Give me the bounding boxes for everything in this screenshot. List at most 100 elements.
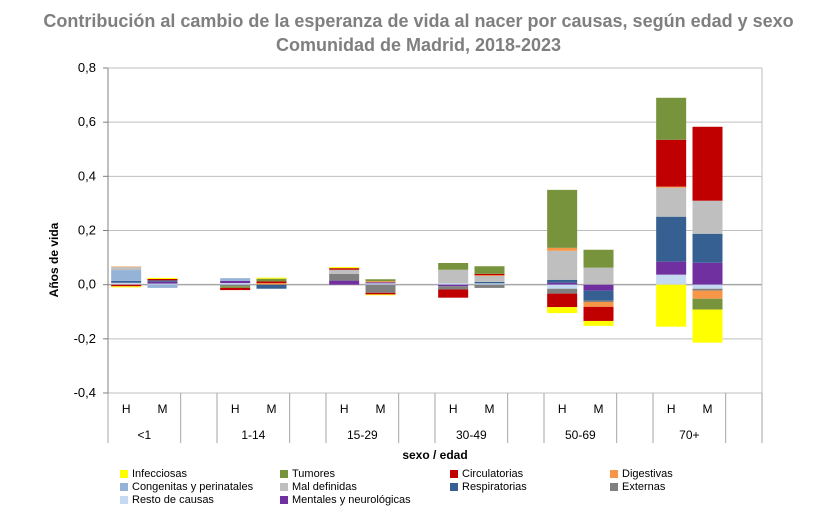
x-tick-label-sex: H [122,402,131,416]
bar-segment [111,284,142,287]
y-tick-label: -0,4 [74,385,96,400]
legend-swatch [610,483,618,491]
legend-item: Resto de causas [120,494,214,506]
legend-item: Externas [610,481,665,493]
bar-segment [111,286,142,288]
bar-segment [547,307,578,314]
y-tick-label: 0,8 [78,60,96,75]
bar-segment [547,288,578,294]
bar-segment [329,267,360,269]
bar-segment [656,216,687,262]
x-tick-label-sex: H [449,402,458,416]
legend-swatch [450,470,458,478]
legend-label: Mentales y neurológicas [292,494,411,506]
legend-swatch [280,496,288,504]
legend-label: Circulatorias [462,468,524,480]
bar-segment [692,262,723,285]
bars [111,97,723,343]
bar-segment [220,280,251,284]
x-tick-label-sex: M [594,402,604,416]
legend-swatch [120,496,128,504]
bar-segment [365,281,396,283]
bar-segment [365,283,396,285]
bar-segment [111,267,142,271]
bar-segment [583,249,614,268]
bar-segment [474,283,505,285]
bar-segment [692,200,723,234]
bar-segment [547,282,578,285]
x-tick-label-age-group: 50-69 [565,428,596,442]
legend-label: Infecciosas [132,468,188,480]
bar-segment [438,269,469,284]
bar-segment [256,281,287,284]
y-tick-label: 0,2 [78,223,96,238]
bar-segment [438,286,469,290]
bar-segment [474,266,505,274]
bar-segment [329,268,360,270]
x-tick-label-age-group: <1 [137,428,151,442]
bar-segment [692,233,723,263]
legend-swatch [120,470,128,478]
bar-segment [438,284,469,287]
legend-label: Tumores [292,468,335,480]
bar-segment [147,283,178,285]
chart-subtitle: Comunidad de Madrid, 2018-2023 [275,35,562,55]
bar-segment [438,263,469,270]
legend-item: Mal definidas [280,481,357,493]
bar-segment [656,274,687,285]
x-tick-label-sex: H [340,402,349,416]
bar-segment [220,284,251,287]
bar-segment [474,281,505,284]
bar-segment [147,280,178,282]
bar-segment [547,189,578,248]
bar-segment [111,282,142,285]
legend-item: Digestivas [610,468,673,480]
y-tick-label: 0,4 [78,168,96,183]
legend-label: Externas [622,481,666,493]
bar-segment [220,283,251,285]
legend-item: Mentales y neurológicas [280,494,411,506]
bar-segment [474,273,505,276]
legend-swatch [120,483,128,491]
chart-title: Contribución al cambio de la esperanza d… [43,11,794,31]
bar-segment [583,302,614,307]
legend-swatch [280,483,288,491]
bar-segment [438,283,469,285]
bar-segment [111,270,142,281]
legend-item: Infecciosas [120,468,187,480]
legend-swatch [450,483,458,491]
x-tick-label-sex: M [485,402,495,416]
bar-segment [220,287,251,291]
bar-segment [583,284,614,291]
x-tick-label-sex: H [231,402,240,416]
bar-segment [256,277,287,279]
bar-segment [147,284,178,288]
y-tick-label: 0,6 [78,114,96,129]
x-tick-label-age-group: 15-29 [347,428,378,442]
bar-segment [474,275,505,276]
x-tick-label-sex: H [558,402,567,416]
y-axis-label: Años de vida [47,222,61,297]
bar-segment [220,286,251,288]
legend-label: Congenitas y perinatales [132,481,254,493]
x-tick-label-sex: M [376,402,386,416]
bar-segment [365,282,396,284]
bar-segment [365,284,396,293]
bar-segment [474,284,505,288]
bar-segment [656,97,687,140]
bar-segment [147,277,178,279]
x-tick-label-sex: M [703,402,713,416]
bar-segment [692,284,723,289]
bar-segment [220,278,251,281]
bar-segment [656,186,687,188]
legend-label: Mal definidas [292,481,357,493]
bar-segment [692,288,723,291]
bar-segment [329,273,360,281]
axes: -0,4-0,20,00,20,40,60,8H M<1H M1-14H M15-29… [74,60,763,443]
x-tick-label-sex: M [267,402,277,416]
legend-label: Digestivas [622,468,673,480]
x-tick-label-sex: M [158,402,168,416]
bar-segment [474,276,505,282]
bar-segment [365,294,396,296]
